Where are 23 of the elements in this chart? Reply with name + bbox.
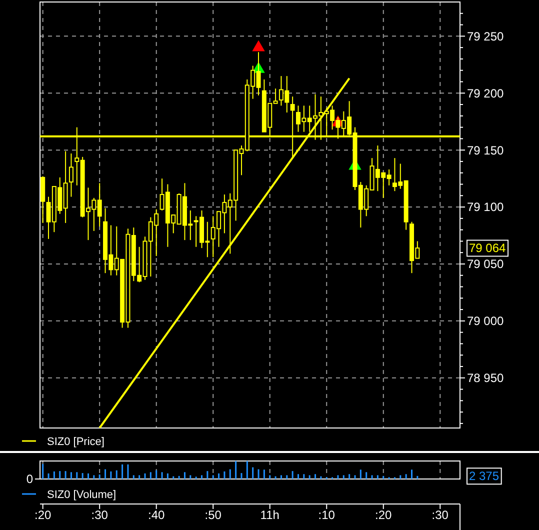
point <box>252 40 265 52</box>
x-tick-label: 11h <box>260 508 280 522</box>
x-tick-label: :30 <box>432 508 449 522</box>
y-tick-label: 79 250 <box>467 29 504 44</box>
x-tick-label: :30 <box>91 508 108 522</box>
x-tick-label: :40 <box>148 508 166 522</box>
y-tick-label: 79 150 <box>467 143 504 158</box>
legend-label: SIZ0 [Price] <box>47 436 104 448</box>
text: 2 375 <box>469 469 500 484</box>
y-tick-label: 79 200 <box>467 86 504 100</box>
text: 0 <box>26 472 34 486</box>
candlestick <box>40 176 46 224</box>
text: 79 064 <box>469 241 506 256</box>
x-tick-label: :20 <box>375 508 392 522</box>
x-tick-label: :20 <box>34 508 52 522</box>
x-tick-label: :50 <box>204 508 222 522</box>
y-tick-label: 78 950 <box>467 371 504 386</box>
x-tick-label: :10 <box>318 508 336 522</box>
y-tick-label: 79 100 <box>467 200 504 214</box>
y-tick-label: 79 000 <box>467 314 504 328</box>
y-tick-label: 79 050 <box>467 257 504 272</box>
candlestick <box>68 152 74 198</box>
legend-label: SIZ0 [Volume] <box>47 488 116 501</box>
